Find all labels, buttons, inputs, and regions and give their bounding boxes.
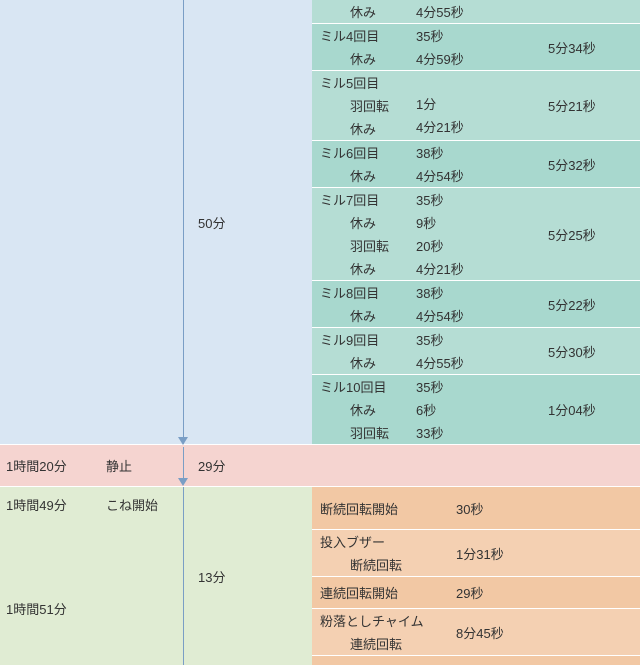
step-buzzer: 投入ブザー 断続回転 1分31秒 (312, 529, 640, 576)
step-title: ミル10回目 (312, 377, 390, 396)
step-continuous-start: 連続回転開始 29秒 (312, 576, 640, 608)
step-total: 5分30秒 (548, 342, 596, 361)
step-label: 粉落としチャイム (312, 611, 428, 630)
sub-val: 35秒 (412, 26, 447, 45)
arrow-col (176, 445, 192, 486)
sub-val: 4分55秒 (412, 353, 468, 372)
sub-val: 9秒 (412, 213, 440, 232)
sub-val: 6秒 (412, 400, 440, 419)
phase-mill: 50分 休み 4分55秒 ミル4回目 休み 35秒 4分59秒 (0, 0, 640, 444)
step-mill5: ミル5回目 羽回転 休み 1分 4分21秒 5分21秒 (312, 70, 640, 140)
duration: 13分 (192, 487, 312, 665)
sub-val: 33秒 (412, 423, 447, 442)
step-partial-bottom (312, 655, 640, 665)
arrow-col (176, 0, 192, 444)
sub-label: 休み (312, 306, 380, 325)
phase-label: こね開始 (104, 487, 176, 665)
sub-val: 4分55秒 (412, 2, 468, 21)
sub-label: 休み (312, 166, 380, 185)
sub-val: 38秒 (412, 143, 447, 162)
step-partial: 休み 4分55秒 (312, 0, 640, 23)
sub-val: 4分59秒 (412, 49, 468, 68)
elapsed-col: 1時間49分 1時間51分 (0, 487, 104, 665)
step-val: 29秒 (452, 583, 487, 602)
sub-val: 4分21秒 (412, 259, 468, 278)
sub-val: 1分 (412, 94, 440, 113)
step-mill6: ミル6回目 休み 38秒 4分54秒 5分32秒 (312, 140, 640, 187)
sub-val: 20秒 (412, 236, 447, 255)
step-title: ミル5回目 (312, 73, 383, 92)
sub-label: 休み (312, 213, 380, 232)
step-total: 5分32秒 (548, 155, 596, 174)
phase-label: 静止 (104, 445, 176, 486)
sub-label: 休み (312, 119, 380, 138)
step-val: 1分31秒 (452, 544, 508, 563)
duration: 29分 (192, 445, 312, 486)
step-val: 30秒 (452, 499, 487, 518)
step-title: ミル4回目 (312, 26, 383, 45)
steps: 休み 4分55秒 ミル4回目 休み 35秒 4分59秒 5分34秒 (312, 0, 640, 444)
step-mill7: ミル7回目 休み 羽回転 休み 35秒 9秒 20秒 4分21秒 5分25秒 (312, 187, 640, 280)
step-label: 投入ブザー (312, 532, 389, 551)
step-val: 8分45秒 (452, 623, 508, 642)
sub-label: 連続回転 (312, 634, 406, 653)
breadmaker-timeline: 50分 休み 4分55秒 ミル4回目 休み 35秒 4分59秒 (0, 0, 640, 665)
step-total: 5分21秒 (548, 96, 596, 115)
sub-val: 4分54秒 (412, 166, 468, 185)
phase-rest: 1時間20分 静止 29分 (0, 444, 640, 486)
elapsed2: 1時間51分 (6, 514, 67, 618)
sub-val: 4分54秒 (412, 306, 468, 325)
arrow-col (176, 487, 192, 665)
step-label: 断続回転開始 (312, 499, 402, 518)
sub-label: 羽回転 (312, 423, 393, 442)
step-label: 連続回転開始 (312, 583, 402, 602)
step-total: 5分22秒 (548, 295, 596, 314)
phase-label (104, 0, 176, 444)
elapsed: 1時間20分 (0, 445, 104, 486)
step-intermittent-start: 断続回転開始 30秒 (312, 487, 640, 529)
step-title: ミル9回目 (312, 330, 383, 349)
duration: 50分 (192, 0, 312, 444)
step-total: 5分25秒 (548, 225, 596, 244)
phase-knead: 1時間49分 1時間51分 こね開始 13分 断続回転開始 30秒 投入ブザー … (0, 486, 640, 665)
sub-label: 休み (312, 2, 380, 21)
sub-val: 38秒 (412, 283, 447, 302)
step-total: 5分34秒 (548, 38, 596, 57)
step-mill10: ミル10回目 休み 羽回転 35秒 6秒 33秒 1分04秒 (312, 374, 640, 444)
step-title: ミル7回目 (312, 190, 383, 209)
sub-val: 35秒 (412, 190, 447, 209)
sub-label: 休み (312, 353, 380, 372)
step-mill4: ミル4回目 休み 35秒 4分59秒 5分34秒 (312, 23, 640, 70)
elapsed-col (0, 0, 104, 444)
sub-label: 羽回転 (312, 96, 393, 115)
step-chime: 粉落としチャイム 連続回転 8分45秒 (312, 608, 640, 655)
step-mill8: ミル8回目 休み 38秒 4分54秒 5分22秒 (312, 280, 640, 327)
sub-label: 羽回転 (312, 236, 393, 255)
sub-val: 35秒 (412, 330, 447, 349)
sub-label: 断続回転 (312, 555, 406, 574)
steps: 断続回転開始 30秒 投入ブザー 断続回転 1分31秒 連続 (312, 487, 640, 665)
step-title: ミル8回目 (312, 283, 383, 302)
sub-label: 休み (312, 259, 380, 278)
sub-val: 35秒 (412, 377, 447, 396)
sub-label: 休み (312, 400, 380, 419)
step-mill9: ミル9回目 休み 35秒 4分55秒 5分30秒 (312, 327, 640, 374)
elapsed1: 1時間49分 (6, 491, 67, 514)
step-total: 1分04秒 (548, 400, 596, 419)
step-title: ミル6回目 (312, 143, 383, 162)
sub-val: 4分21秒 (412, 117, 468, 136)
sub-label: 休み (312, 49, 380, 68)
